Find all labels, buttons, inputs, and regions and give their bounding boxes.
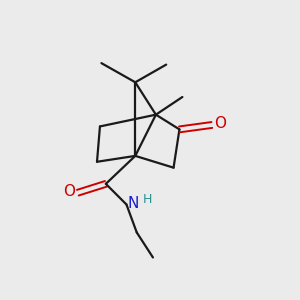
Text: O: O xyxy=(214,116,226,131)
Text: H: H xyxy=(142,193,152,206)
Text: O: O xyxy=(63,184,75,199)
Text: N: N xyxy=(128,196,139,211)
